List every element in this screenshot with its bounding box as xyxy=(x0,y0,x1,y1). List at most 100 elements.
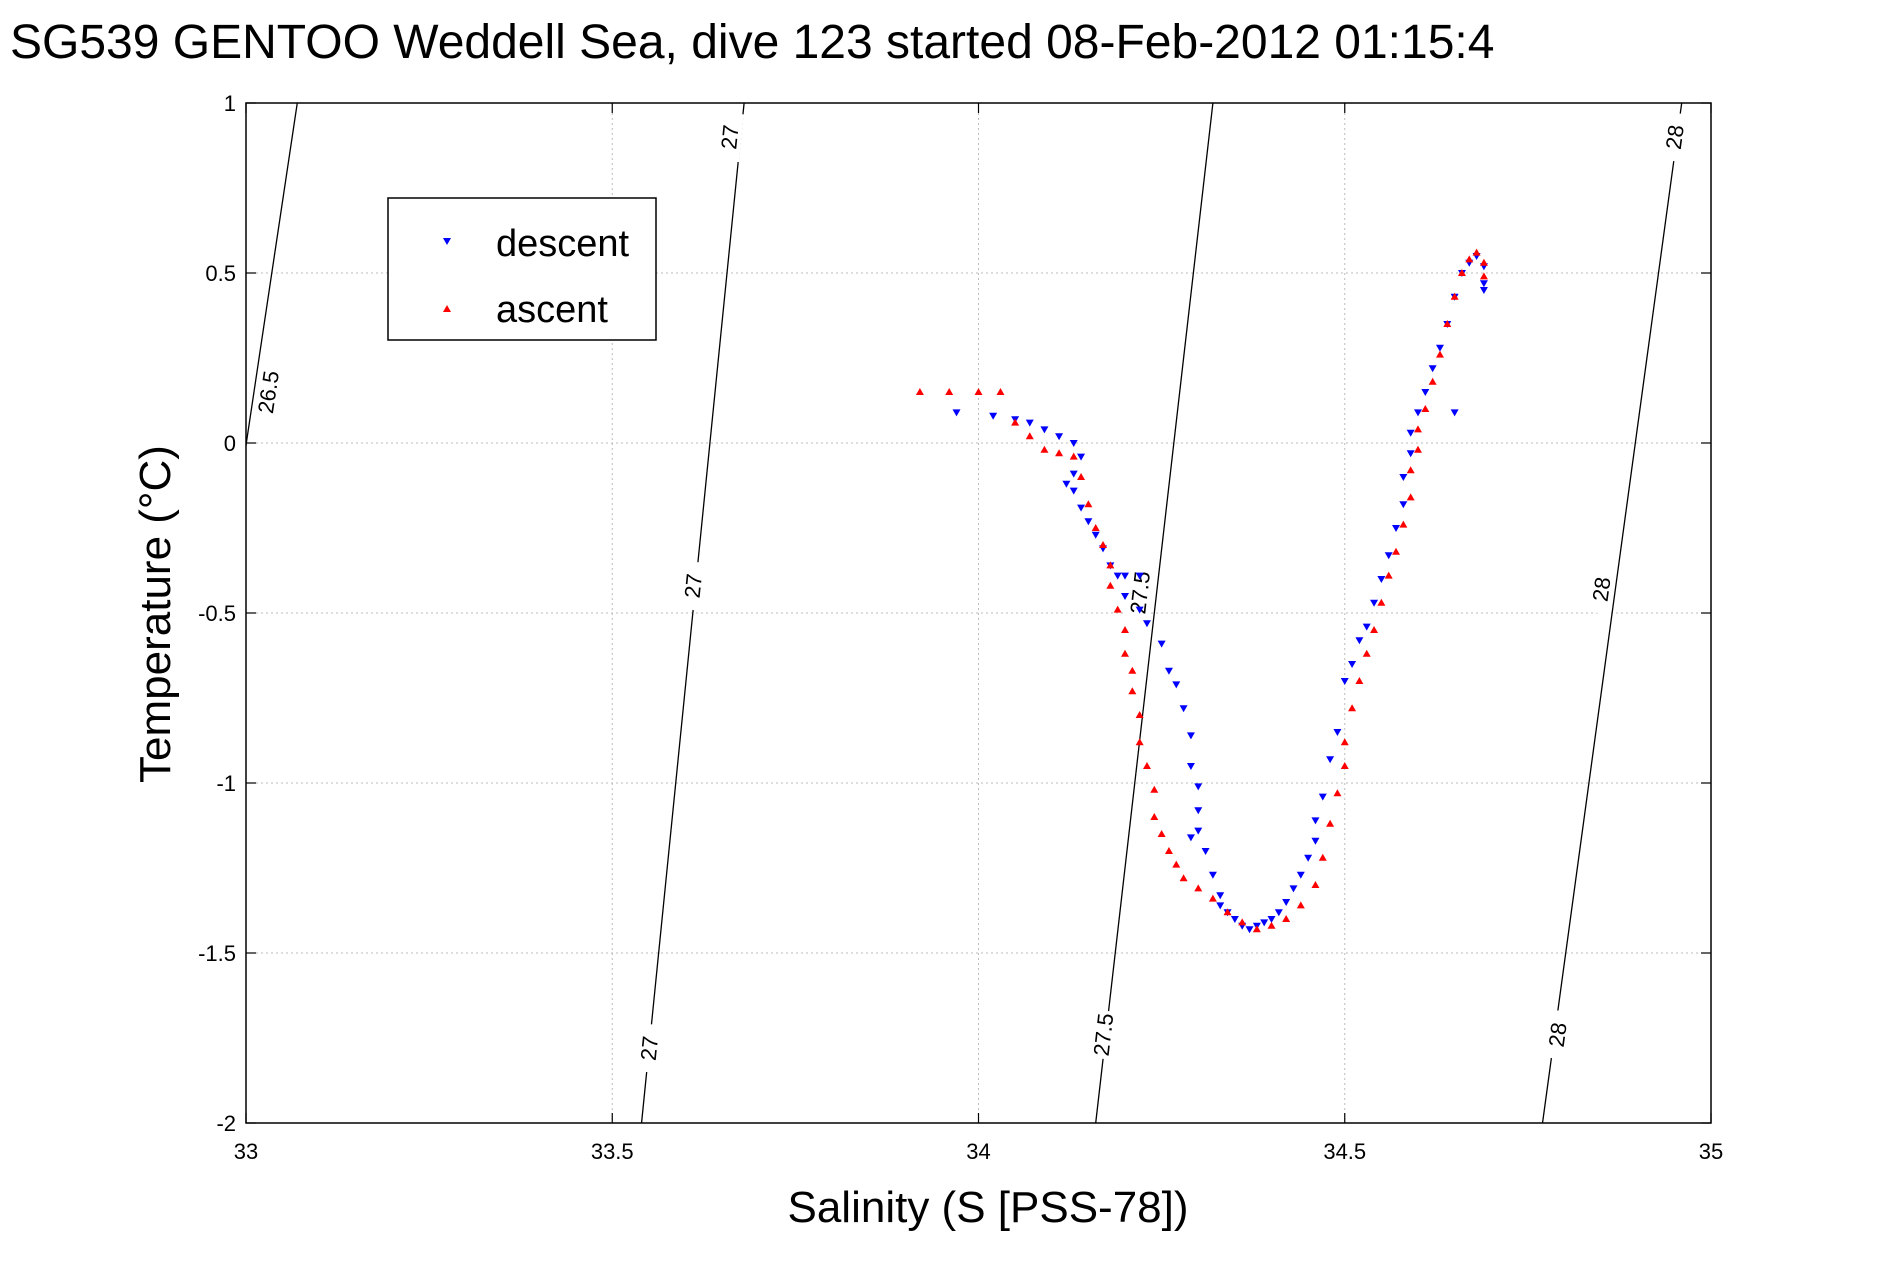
y-tick-label: 1 xyxy=(224,91,236,116)
ascent-point xyxy=(1223,908,1232,916)
descent-point xyxy=(1230,916,1239,923)
ascent-point xyxy=(974,388,983,395)
ascent-point xyxy=(1113,605,1122,613)
descent-point xyxy=(1208,871,1217,879)
ascent-point xyxy=(1348,704,1357,712)
descent-point xyxy=(1304,854,1313,862)
descent-point xyxy=(1318,793,1327,801)
ascent-point xyxy=(1340,762,1349,769)
ascent-point xyxy=(1179,874,1188,882)
descent-point xyxy=(1186,834,1195,842)
ascent-point xyxy=(1406,466,1415,474)
contour-label-bg xyxy=(1088,1009,1118,1060)
grid-layer xyxy=(246,103,1711,1123)
contour-label: 28 xyxy=(1588,575,1616,603)
ascent-point xyxy=(1296,901,1305,909)
ascent-point xyxy=(1084,500,1093,508)
ascent-point xyxy=(1106,581,1115,589)
ascent-point xyxy=(1091,524,1100,531)
ascent-point xyxy=(1282,915,1291,922)
legend-ascent-marker xyxy=(443,305,451,312)
legend-descent-label: descent xyxy=(496,223,630,265)
ascent-point xyxy=(1172,860,1181,868)
ascent-point xyxy=(1128,687,1137,695)
contour-label-bg xyxy=(634,1023,664,1074)
descent-point xyxy=(1392,525,1401,532)
descent-point xyxy=(1406,429,1415,437)
x-tick-label: 35 xyxy=(1699,1139,1723,1164)
descent-point xyxy=(1348,661,1357,668)
ascent-point xyxy=(1392,547,1401,555)
y-tick-label: 0.5 xyxy=(205,261,236,286)
x-tick-label: 34 xyxy=(966,1139,990,1164)
ascent-series xyxy=(915,248,1488,933)
descent-point xyxy=(1135,572,1144,580)
descent-point xyxy=(1216,902,1225,910)
ascent-point xyxy=(1443,320,1452,327)
ascent-point xyxy=(1370,626,1379,633)
ascent-point xyxy=(1435,350,1444,358)
ascent-point xyxy=(1267,921,1276,929)
ascent-point xyxy=(1355,677,1364,684)
ascent-point xyxy=(1465,255,1474,263)
ascent-point xyxy=(1406,493,1415,501)
contour-line xyxy=(246,103,298,450)
descent-point xyxy=(1025,419,1034,427)
descent-point xyxy=(1164,667,1173,675)
ascent-point xyxy=(996,388,1005,395)
descent-point xyxy=(1179,705,1188,713)
contour-label-bg xyxy=(1542,1009,1573,1061)
ascent-point xyxy=(1121,649,1129,657)
descent-point xyxy=(1069,487,1078,495)
contour-label: 27.5 xyxy=(1089,1012,1119,1057)
ascent-point xyxy=(1340,738,1349,746)
ascent-point xyxy=(1399,520,1408,528)
descent-point xyxy=(1421,389,1430,396)
descent-point xyxy=(1435,344,1444,352)
ascent-point xyxy=(1238,918,1247,926)
contour-label: 27 xyxy=(716,124,743,151)
ascent-point xyxy=(945,388,954,395)
ascent-point xyxy=(915,388,924,395)
descent-point xyxy=(1121,572,1129,580)
y-tick-label: -0.5 xyxy=(198,601,236,626)
ascent-point xyxy=(1011,418,1020,426)
chart-title: SG539 GENTOO Weddell Sea, dive 123 start… xyxy=(10,16,1494,69)
descent-point xyxy=(1406,450,1415,458)
descent-point xyxy=(1216,892,1225,900)
ascent-point xyxy=(1164,847,1173,854)
descent-point xyxy=(1311,817,1320,825)
contour-label: 28 xyxy=(1544,1021,1572,1049)
ascent-point xyxy=(1077,473,1086,480)
descent-point xyxy=(1186,763,1195,770)
legend-ascent-label: ascent xyxy=(496,289,608,331)
ascent-point xyxy=(1472,248,1481,256)
ascent-point xyxy=(1099,541,1108,548)
ascent-point xyxy=(1377,598,1386,606)
descent-point xyxy=(1084,518,1093,526)
ascent-point xyxy=(1040,445,1049,453)
descent-point xyxy=(1479,280,1488,288)
descent-point xyxy=(1245,926,1254,934)
descent-point xyxy=(1399,501,1408,509)
descent-point xyxy=(1282,899,1291,906)
ascent-point xyxy=(1135,711,1144,718)
contour-label: 28 xyxy=(1661,123,1689,151)
ascent-point xyxy=(1142,762,1151,769)
x-tick-label: 33 xyxy=(234,1139,258,1164)
descent-point xyxy=(1384,552,1393,560)
ascent-point xyxy=(1457,269,1466,276)
ascent-point xyxy=(1384,571,1393,579)
ascent-point xyxy=(1106,561,1115,569)
x-tick-label: 34.5 xyxy=(1323,1139,1366,1164)
contour-label: 27 xyxy=(680,572,707,599)
descent-point xyxy=(1172,681,1181,689)
descent-point xyxy=(1201,848,1210,855)
descent-point xyxy=(1260,919,1269,927)
descent-point xyxy=(1194,827,1203,835)
descent-point xyxy=(1135,606,1144,614)
descent-point xyxy=(1370,599,1379,607)
ascent-point xyxy=(1311,881,1320,888)
